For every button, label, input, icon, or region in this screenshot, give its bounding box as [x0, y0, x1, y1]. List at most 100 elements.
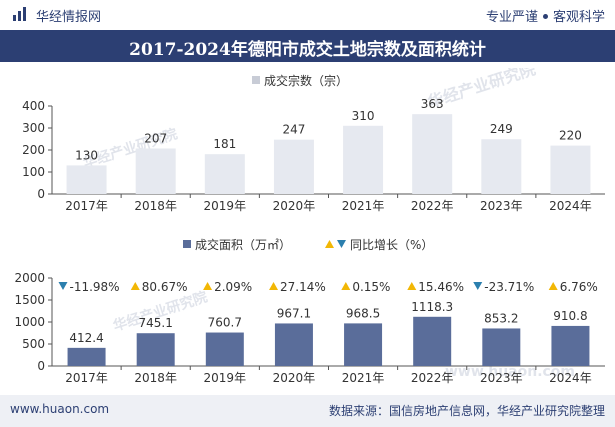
data-label: 910.8 [553, 309, 587, 323]
growth-up-triangle [407, 282, 417, 290]
bar [481, 139, 522, 194]
y-tick-label: 300 [22, 121, 45, 135]
growth-label: 27.14% [280, 280, 326, 294]
growth-down-triangle [58, 282, 68, 290]
legend-growth-label: 同比增长（%） [350, 238, 433, 252]
footer-url: www.huaon.com [10, 402, 110, 416]
growth-label: -23.71% [484, 280, 534, 294]
data-label: 220 [559, 129, 582, 143]
legend-label: 成交面积（万㎡） [195, 237, 291, 252]
growth-up-triangle [130, 282, 140, 290]
growth-down-triangle [473, 282, 483, 290]
watermark-text: www.huaon.com [445, 364, 575, 380]
x-tick-label: 2021年 [342, 199, 385, 213]
data-label: 745.1 [139, 316, 173, 330]
y-tick-label: 400 [22, 99, 45, 113]
growth-up-triangle [269, 282, 279, 290]
x-tick-label: 2019年 [204, 199, 247, 213]
tagline: 专业严谨 客观科学 [486, 6, 605, 25]
data-label: 1118.3 [411, 300, 453, 314]
data-label: 760.7 [208, 316, 242, 330]
growth-marker: 27.14% [269, 280, 326, 294]
data-label: 412.4 [69, 331, 103, 345]
bar [273, 139, 314, 194]
legend-up-triangle [325, 240, 334, 248]
bar [343, 125, 384, 194]
growth-up-triangle [341, 282, 351, 290]
x-tick-label: 2018年 [134, 371, 177, 385]
growth-marker: 80.67% [130, 280, 188, 294]
growth-marker: 6.76% [548, 280, 598, 294]
growth-marker: -23.71% [473, 280, 534, 294]
x-tick-label: 2019年 [204, 371, 247, 385]
y-tick-label: 0 [37, 187, 45, 201]
top-bar: 华经情报网 专业严谨 客观科学 [0, 0, 615, 28]
growth-marker: 15.46% [407, 280, 464, 294]
data-label: 181 [213, 137, 236, 151]
footer: www.huaon.com 数据来源：国信房地产信息网，华经产业研究院整理 [0, 395, 615, 427]
growth-label: 6.76% [560, 280, 598, 294]
x-tick-label: 2017年 [65, 371, 108, 385]
growth-label: 80.67% [142, 280, 188, 294]
x-tick-label: 2023年 [480, 199, 523, 213]
huajing-logo-icon [13, 7, 26, 21]
x-tick-label: 2024年 [549, 371, 592, 385]
chart-title: 2017-2024年德阳市成交土地宗数及面积统计 [129, 40, 486, 60]
x-tick-label: 2022年 [411, 371, 454, 385]
bar [413, 316, 452, 366]
bar [551, 325, 590, 366]
data-label: 130 [75, 148, 98, 162]
y-tick-label: 200 [22, 143, 45, 157]
x-tick-label: 2022年 [411, 199, 454, 213]
y-tick-label: 100 [22, 165, 45, 179]
chart-legend: 成交宗数（宗） [252, 73, 348, 88]
data-label: 249 [490, 122, 513, 136]
y-tick-label: 2000 [14, 271, 45, 285]
growth-up-triangle [548, 282, 558, 290]
x-tick-label: 2023年 [480, 371, 523, 385]
growth-marker: 0.15% [341, 280, 390, 294]
growth-up-triangle [203, 282, 213, 290]
y-tick-label: 1000 [14, 315, 45, 329]
growth-label: 15.46% [418, 280, 464, 294]
x-tick-label: 2020年 [273, 199, 316, 213]
bar [204, 154, 245, 194]
title-bar: 2017-2024年德阳市成交土地宗数及面积统计 [0, 30, 615, 62]
x-tick-label: 2017年 [65, 199, 108, 213]
data-label: 968.5 [346, 306, 380, 320]
footer-source: 数据来源：国信房地产信息网，华经产业研究院整理 [328, 404, 605, 418]
tagline-dot [542, 14, 548, 19]
bar [550, 145, 591, 194]
y-tick-label: 1500 [14, 293, 45, 307]
tagline-left: 专业严谨 [485, 10, 538, 25]
x-tick-label: 2024年 [549, 199, 592, 213]
x-tick-label: 2018年 [134, 199, 177, 213]
legend-down-triangle [337, 240, 346, 248]
data-label: 310 [352, 109, 375, 123]
growth-marker: -11.98% [58, 280, 120, 294]
y-tick-label: 0 [37, 359, 45, 373]
data-label: 247 [282, 123, 305, 137]
data-label: 207 [144, 131, 167, 145]
growth-label: -11.98% [70, 280, 120, 294]
bar [412, 114, 453, 194]
bar [66, 165, 107, 194]
growth-label: 2.09% [214, 280, 252, 294]
chart-legend: 成交面积（万㎡） 同比增长（%） [183, 237, 433, 252]
bar [344, 323, 383, 366]
chart-land-count: 华经产业研究院华经产业研究院成交宗数（宗）0100200300400130201… [22, 68, 605, 213]
data-label: 967.1 [277, 306, 311, 320]
growth-label: 0.15% [352, 280, 390, 294]
bar [136, 333, 175, 366]
legend-swatch [183, 240, 191, 248]
legend-swatch [252, 76, 260, 84]
legend-label: 成交宗数（宗） [264, 73, 348, 88]
tagline-right: 客观科学 [552, 10, 605, 25]
bar [135, 148, 176, 194]
data-label: 363 [421, 97, 444, 111]
growth-marker: 2.09% [203, 280, 252, 294]
brand-name: 华经情报网 [36, 10, 102, 25]
data-label: 853.2 [484, 311, 518, 325]
x-tick-label: 2021年 [342, 371, 385, 385]
